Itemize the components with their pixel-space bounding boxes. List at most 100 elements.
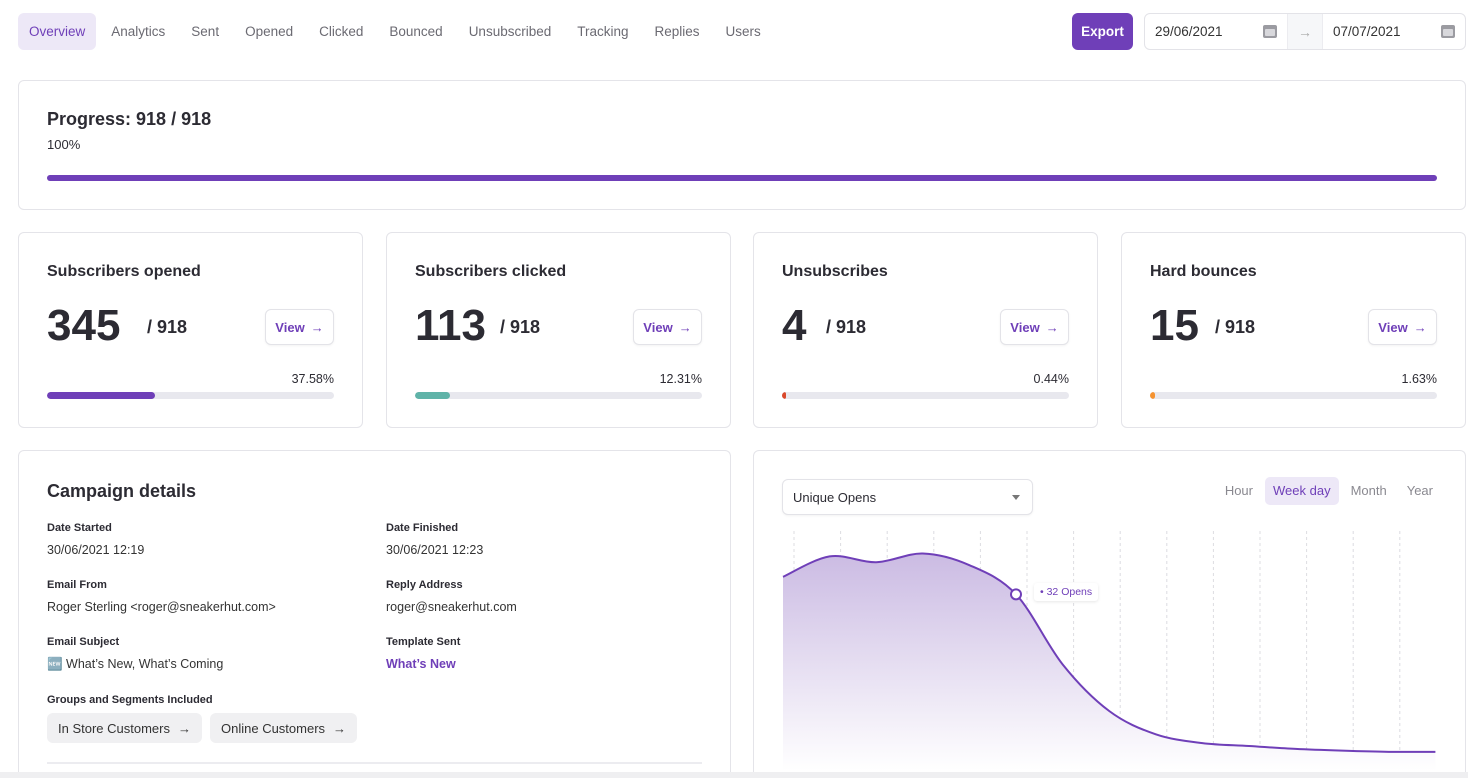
stat-progress-fill (415, 392, 451, 399)
field-label: Email Subject (47, 636, 120, 648)
stat-card-subscribers-opened: Subscribers opened 345 / 918 View → 37.58… (18, 232, 363, 428)
view-button[interactable]: View → (1000, 309, 1069, 345)
area-fill (783, 553, 1436, 771)
view-button[interactable]: View → (633, 309, 702, 345)
tab-clicked[interactable]: Clicked (319, 24, 364, 39)
tab-overview[interactable]: Overview (18, 13, 97, 50)
group-chip-label: Online Customers (221, 720, 326, 736)
group-chip[interactable]: In Store Customers → (47, 713, 202, 743)
field-label: Date Started (47, 522, 112, 534)
highlighted-data-point[interactable] (1010, 588, 1022, 601)
granularity-week-day[interactable]: Week day (1265, 477, 1339, 505)
view-label: View (1010, 319, 1040, 335)
campaign-details-card: Campaign details Date Started 30/06/2021 … (18, 450, 731, 772)
view-button[interactable]: View → (1368, 309, 1437, 345)
template-field: Template Sent What’s New (386, 636, 460, 671)
groups-label: Groups and Segments Included (47, 694, 213, 706)
series-line (782, 552, 1436, 753)
stat-card-unsubscribes: Unsubscribes 4 / 918 View → 0.44% (753, 232, 1098, 428)
calendar-icon[interactable] (1441, 25, 1455, 38)
stat-total: / 918 (500, 317, 541, 337)
field-label: Reply Address (386, 579, 463, 591)
horizontal-scrollbar[interactable] (0, 772, 1468, 778)
stat-percent: 0.44% (1033, 372, 1069, 386)
metric-select[interactable]: Unique Opens (782, 479, 1033, 515)
stat-value: 113 (415, 301, 486, 350)
field-value: 30/06/2021 12:23 (386, 543, 484, 557)
date-started-field: Date Started 30/06/2021 12:19 (47, 522, 144, 557)
date-range-picker: 29/06/2021 → 07/07/2021 (1144, 13, 1466, 50)
campaign-details-title: Campaign details (47, 481, 197, 501)
date-from-input[interactable]: 29/06/2021 (1145, 14, 1287, 49)
tab-analytics[interactable]: Analytics (111, 24, 166, 39)
progress-title: Progress: 918 / 918 (47, 109, 212, 129)
stat-value: 345 (47, 301, 121, 350)
granularity-year[interactable]: Year (1406, 483, 1433, 498)
tab-sent[interactable]: Sent (191, 24, 220, 39)
arrow-right-icon: → (1287, 14, 1323, 49)
stat-progress-bar (47, 392, 334, 399)
date-to-value: 07/07/2021 (1333, 24, 1401, 39)
stat-title: Unsubscribes (782, 263, 888, 280)
progress-bar (47, 175, 1437, 181)
stat-percent: 37.58% (291, 372, 334, 386)
arrow-right-icon: → (1045, 319, 1059, 335)
tab-unsubscribed[interactable]: Unsubscribed (468, 24, 552, 39)
date-finished-field: Date Finished 30/06/2021 12:23 (386, 522, 483, 557)
tab-users[interactable]: Users (725, 24, 761, 39)
field-value: Roger Sterling <roger@sneakerhut.com> (47, 600, 276, 614)
stat-title: Subscribers clicked (415, 263, 567, 280)
stat-progress-fill (1150, 392, 1155, 399)
tab-replies[interactable]: Replies (654, 24, 700, 39)
granularity-hour[interactable]: Hour (1224, 483, 1253, 498)
opens-area-chart (782, 531, 1436, 771)
progress-percent: 100% (47, 137, 81, 152)
opens-chart-card: Unique Opens Hour Week day Month Year • 32 … (753, 450, 1466, 772)
reply-address-field: Reply Address roger@sneakerhut.com (386, 579, 517, 614)
arrow-right-icon: → (678, 319, 692, 335)
tab-bounced[interactable]: Bounced (389, 24, 443, 39)
field-label: Template Sent (386, 636, 461, 648)
stat-title: Subscribers opened (47, 263, 201, 280)
email-subject-field: Email Subject 🆕 What’s New, What’s Coming (47, 636, 223, 672)
stat-total: / 918 (826, 317, 867, 337)
chevron-down-icon (1012, 494, 1020, 500)
stat-title: Hard bounces (1150, 263, 1257, 280)
export-button[interactable]: Export (1072, 13, 1133, 50)
tab-tracking[interactable]: Tracking (577, 24, 629, 39)
field-value: roger@sneakerhut.com (386, 600, 517, 614)
stat-progress-bar (782, 392, 1069, 399)
stat-value: 4 (782, 301, 807, 350)
view-button[interactable]: View → (265, 309, 334, 345)
calendar-icon[interactable] (1263, 25, 1277, 38)
template-link[interactable]: What’s New (386, 657, 456, 671)
stat-progress-bar (1150, 392, 1437, 399)
stat-value: 15 (1150, 301, 1199, 350)
stat-percent: 1.63% (1401, 372, 1437, 386)
nav-tabs: Overview Analytics Sent Opened Clicked Bounce… (18, 13, 774, 50)
chart-tooltip: • 32 Opens (1034, 583, 1099, 601)
field-value: 30/06/2021 12:19 (47, 543, 145, 557)
tab-opened[interactable]: Opened (245, 24, 294, 39)
stat-total: / 918 (147, 317, 188, 337)
stat-card-subscribers-clicked: Subscribers clicked 113 / 918 View → 12.3… (386, 232, 731, 428)
stat-progress-bar (415, 392, 702, 399)
field-value: 🆕 What’s New, What’s Coming (47, 657, 224, 671)
arrow-right-icon: → (310, 319, 324, 335)
date-from-value: 29/06/2021 (1155, 24, 1223, 39)
stat-progress-fill (47, 392, 155, 399)
divider (47, 762, 702, 764)
view-label: View (643, 319, 673, 335)
field-label: Groups and Segments Included (47, 694, 213, 706)
group-chip[interactable]: Online Customers → (210, 713, 358, 743)
arrow-right-icon: → (178, 720, 191, 736)
progress-bar-fill (47, 175, 1437, 181)
email-from-field: Email From Roger Sterling <roger@sneakerh… (47, 579, 276, 614)
metric-select-value: Unique Opens (793, 489, 877, 505)
date-to-input[interactable]: 07/07/2021 (1323, 14, 1465, 49)
arrow-right-icon: → (1413, 319, 1427, 335)
stat-progress-fill (782, 392, 786, 399)
view-label: View (1378, 319, 1408, 335)
view-label: View (275, 319, 305, 335)
granularity-month[interactable]: Month (1350, 483, 1387, 498)
